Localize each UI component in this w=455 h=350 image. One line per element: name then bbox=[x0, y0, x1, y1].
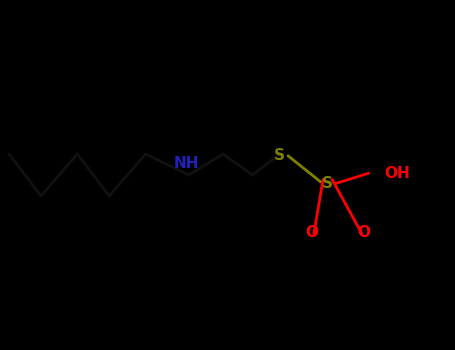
Text: O: O bbox=[358, 225, 370, 240]
Text: OH: OH bbox=[384, 166, 410, 181]
Text: NH: NH bbox=[174, 156, 199, 171]
Text: S: S bbox=[322, 176, 333, 191]
Text: S: S bbox=[274, 148, 285, 163]
Text: O: O bbox=[305, 225, 318, 240]
